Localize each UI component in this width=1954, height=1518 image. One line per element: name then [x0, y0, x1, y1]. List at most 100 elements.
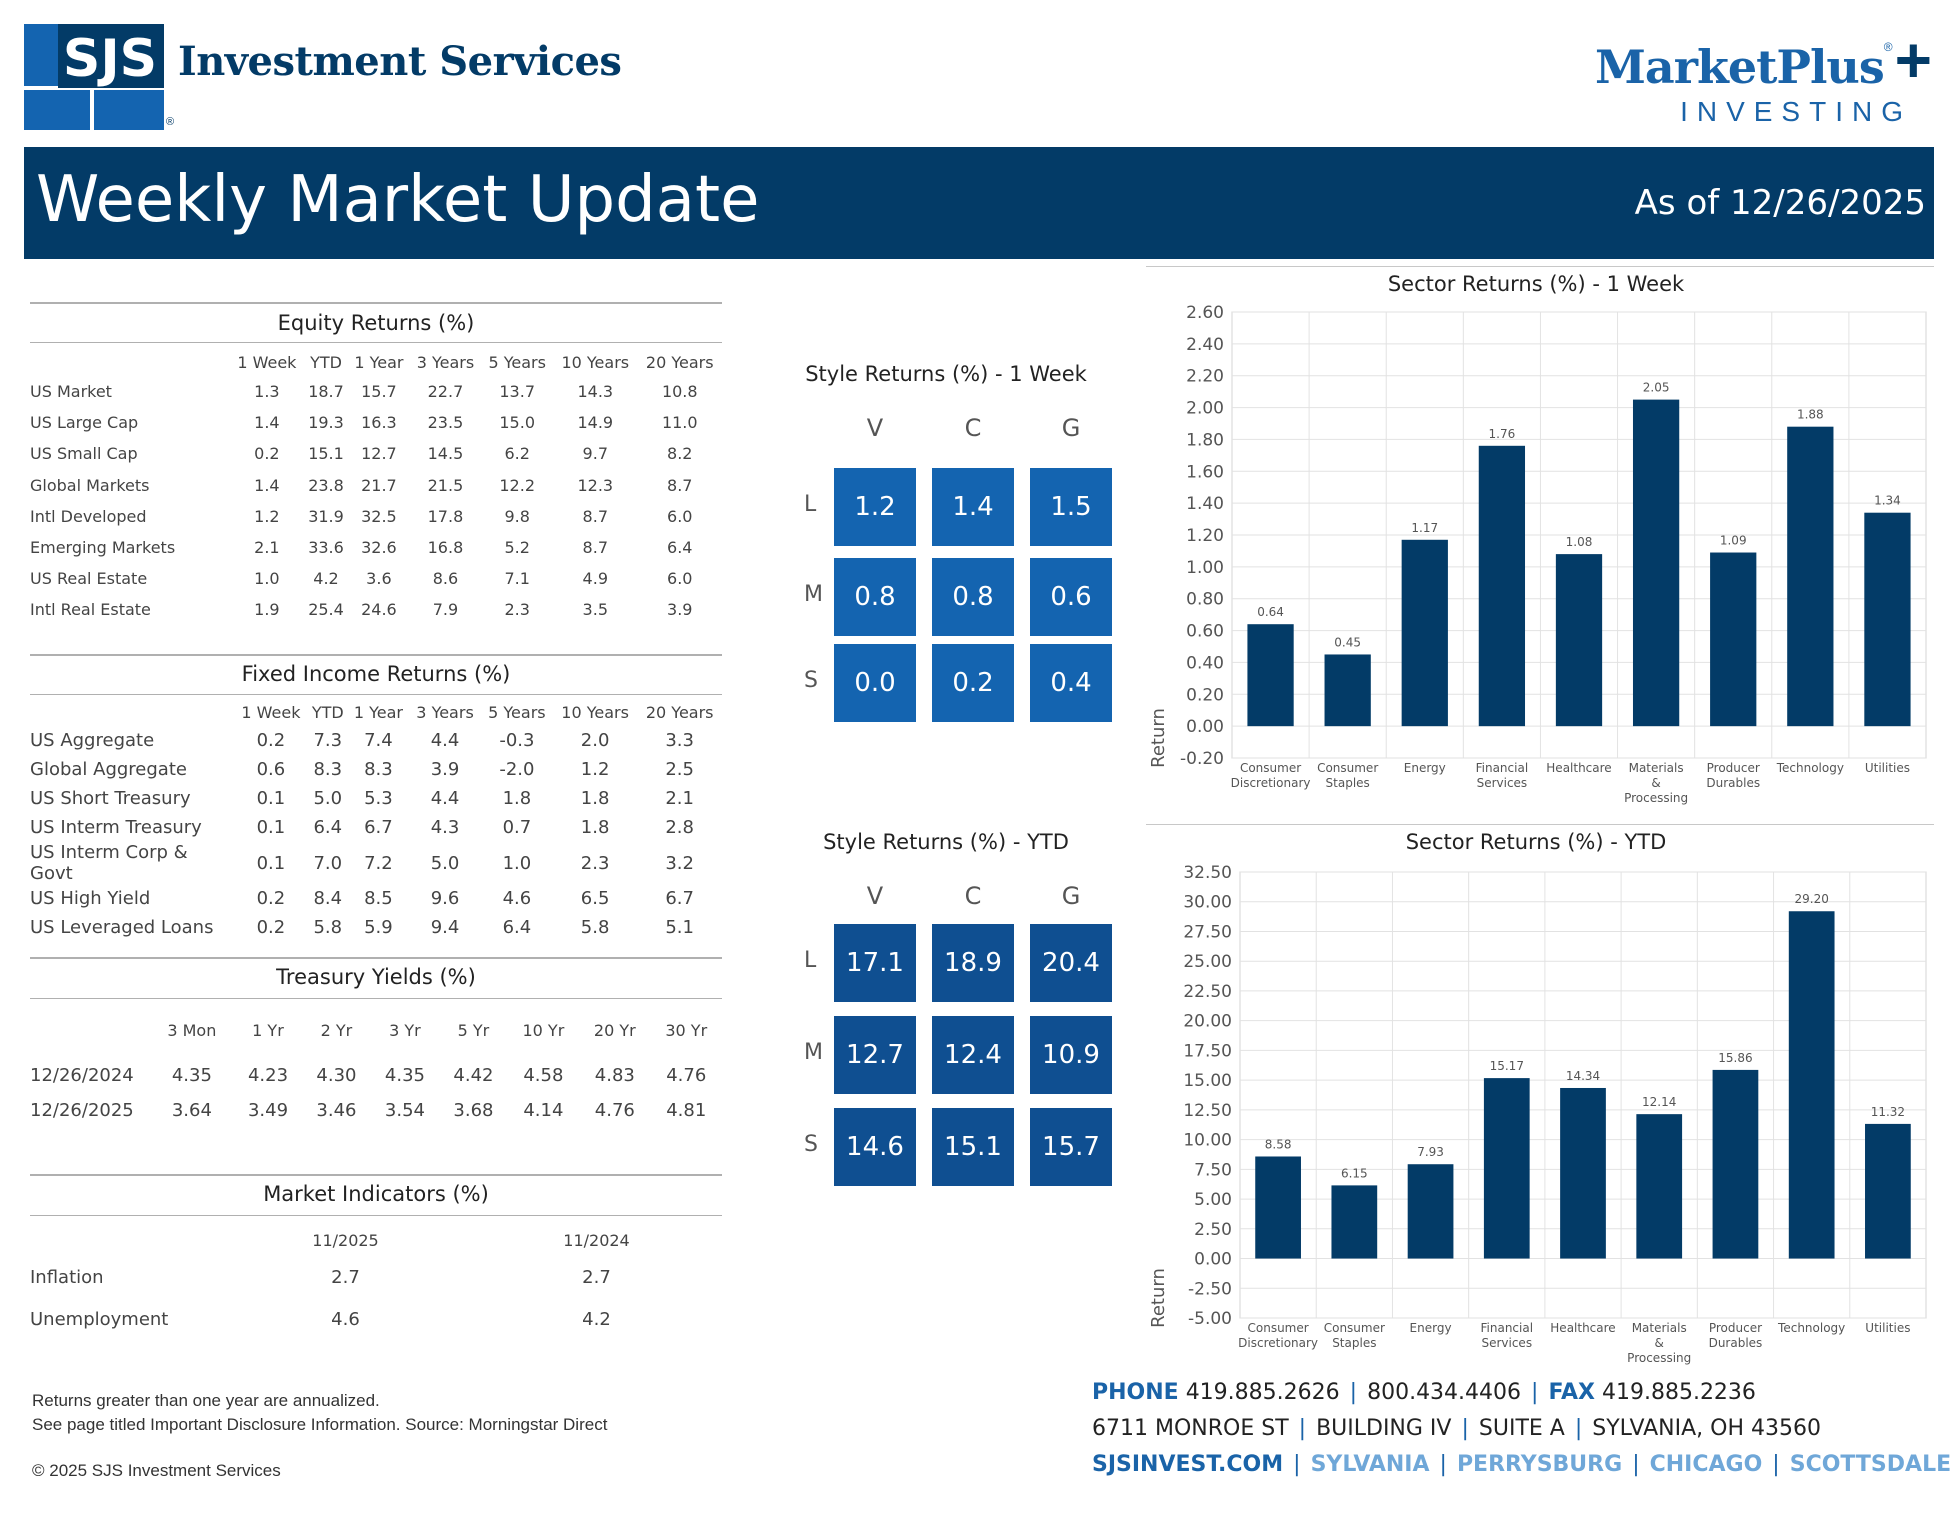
y-tick-label: 0.00	[1194, 1250, 1232, 1270]
cell-value: 5.0	[430, 852, 460, 874]
cell-value: 5.8	[580, 917, 610, 938]
cell-value: 1.8	[502, 788, 532, 809]
x-category-label: &	[1655, 1336, 1664, 1350]
page-title: Weekly Market Update	[36, 163, 760, 237]
cell-value: 5.3	[364, 788, 393, 809]
cell-value: 1.4	[254, 475, 280, 495]
x-category-label: Utilities	[1865, 761, 1910, 775]
separator: |	[1574, 1416, 1583, 1441]
sjs-mark-text: SJS	[63, 29, 157, 89]
indicators-title: Market Indicators (%)	[263, 1182, 489, 1206]
x-category-label: Discretionary	[1238, 1336, 1318, 1350]
cell-value: 9.6	[430, 888, 460, 909]
cell-value: 1.4	[254, 413, 280, 433]
cell-value: 12.2	[499, 475, 535, 495]
column-header: 20 Years	[645, 702, 714, 722]
sector-ytd-chart: -5.00 -2.50 0.00 2.50 5.00 7.50 10.00 12.50 15.0…	[1148, 863, 1927, 1365]
phone-label: PHONE	[1092, 1380, 1179, 1405]
phone-1[interactable]: 419.885.2626	[1185, 1380, 1340, 1405]
column-header: 1 Year	[354, 352, 404, 372]
fax-label: FAX	[1548, 1380, 1595, 1405]
row-label: Global Aggregate	[30, 759, 187, 780]
copyright: © 2025 SJS Investment Services	[32, 1461, 281, 1480]
cell-value: 4.35	[384, 1065, 425, 1086]
row-label: Emerging Markets	[30, 538, 176, 558]
cell-value: 0.2	[256, 730, 286, 751]
bar	[1560, 1087, 1606, 1259]
column-header: 3 Yr	[389, 1020, 421, 1040]
separator: |	[1772, 1452, 1780, 1477]
y-tick-label: 1.20	[1186, 526, 1224, 546]
cell-value: 4.2	[313, 569, 339, 589]
y-tick-label: 0.00	[1186, 717, 1224, 737]
cell-value: 15.7	[361, 382, 397, 402]
divider	[30, 302, 722, 304]
contact-phone-line: PHONE 419.885.2626 | 800.434.4406 | FAX 419.…	[1092, 1380, 1756, 1405]
data-label: 1.09	[1720, 534, 1747, 548]
style-cell: 15.7	[1030, 1108, 1112, 1186]
row-label: US Interm Treasury	[30, 817, 202, 838]
cell-value: 32.6	[361, 538, 397, 558]
table-row: US Real Estate 1.0 4.2 3.6 8.6 7.1 4.9 6.0	[30, 563, 722, 594]
fixed-income-title: Fixed Income Returns (%)	[241, 662, 511, 686]
cell-value: 4.2	[582, 1308, 611, 1330]
table-row: 12/26/2024 4.35 4.23 4.30 4.35 4.42 4.58 4.83 4.…	[30, 1058, 722, 1093]
y-tick-label: 1.60	[1186, 462, 1224, 482]
cell-value: 32.5	[361, 506, 397, 526]
column-header: 30 Yr	[665, 1020, 708, 1040]
bar	[1788, 911, 1835, 1259]
y-tick-label: 15.00	[1183, 1071, 1232, 1091]
cell-value: 3.3	[665, 730, 694, 751]
treasury-title: Treasury Yields (%)	[276, 965, 476, 989]
cell-value: 4.42	[453, 1065, 494, 1086]
as-of-date: As of 12/26/2025	[1634, 183, 1926, 223]
city-chicago[interactable]: CHICAGO	[1649, 1452, 1763, 1477]
x-category-label: Materials	[1632, 1321, 1687, 1335]
city-scottsdale[interactable]: SCOTTSDALE	[1789, 1452, 1952, 1477]
table-row: US Interm Corp & Govt 0.1 7.0 7.2 5.0 1.0 2.3 3…	[30, 842, 722, 884]
header-blank	[30, 1224, 220, 1256]
column-header: 11/2025	[312, 1230, 379, 1250]
cell-value: 8.7	[582, 506, 608, 526]
cell-value: 24.6	[361, 600, 397, 620]
column-header: 10 Years	[561, 352, 630, 372]
style-cell: 17.1	[834, 924, 916, 1002]
divider	[30, 998, 722, 999]
cell-value: 16.3	[361, 413, 397, 433]
column-header: 5 Years	[488, 352, 546, 372]
divider	[1146, 266, 1934, 267]
phone-2[interactable]: 800.434.4406	[1367, 1380, 1522, 1405]
bar	[1255, 1156, 1301, 1259]
cell-value: 19.3	[308, 413, 344, 433]
data-label: 1.88	[1797, 408, 1824, 422]
cell-value: 31.9	[308, 506, 344, 526]
y-tick-label: 27.50	[1183, 922, 1232, 942]
style-cell: 14.6	[834, 1108, 916, 1186]
x-category-label: Technology	[1777, 1321, 1845, 1335]
table-row: US Leveraged Loans 0.2 5.8 5.9 9.4 6.4 5.8 5.1	[30, 913, 722, 942]
city-sylvania[interactable]: SYLVANIA	[1310, 1452, 1430, 1477]
registered-mark: ®	[166, 116, 175, 128]
column-header: 11/2024	[563, 1230, 630, 1250]
table-row: 12/26/2025 3.64 3.49 3.46 3.54 3.68 4.14 4.76 4.…	[30, 1093, 722, 1128]
cell-value: 0.6	[256, 759, 286, 780]
data-label: 6.15	[1341, 1166, 1368, 1180]
table-row: Emerging Markets 2.1 33.6 32.6 16.8 5.2 8.7 6.4	[30, 532, 722, 563]
city-perrysburg[interactable]: PERRYSBURG	[1456, 1452, 1623, 1477]
cell-value: 4.4	[430, 788, 460, 809]
website-link[interactable]: SJSINVEST.COM	[1092, 1452, 1284, 1477]
cell-value: 3.5	[582, 600, 608, 620]
y-tick-label: 2.20	[1186, 367, 1224, 387]
cell-value: 6.7	[364, 817, 393, 838]
cell-value: 2.3	[504, 600, 530, 620]
style-row-label: L	[804, 492, 817, 517]
cell-value: 1.3	[254, 382, 280, 402]
fixed-income-table: 1 Week YTD 1 Year 3 Years 5 Years 10 Years 20 …	[30, 698, 722, 942]
equity-table: 1 Week YTD 1 Year 3 Years 5 Years 10 Years 20 …	[30, 348, 722, 626]
cell-value: 4.9	[582, 569, 608, 589]
style-cell: 12.4	[932, 1016, 1014, 1094]
column-header: 1 Week	[237, 352, 297, 372]
column-header: 3 Years	[416, 702, 474, 722]
y-tick-label: 25.00	[1183, 952, 1232, 972]
cell-value: 4.6	[502, 888, 532, 909]
